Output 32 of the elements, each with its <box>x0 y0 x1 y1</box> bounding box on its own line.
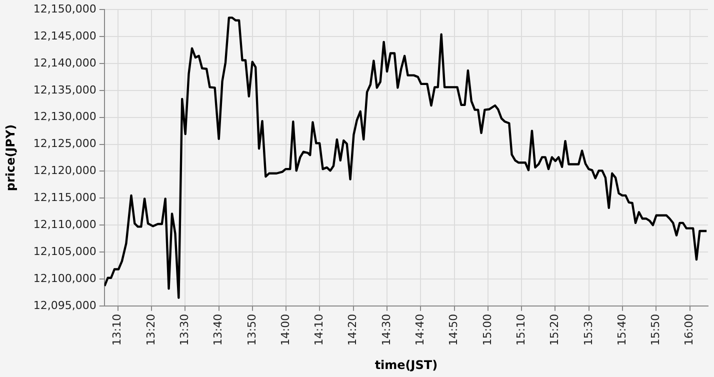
x-axis-title: time(JST) <box>374 358 438 372</box>
x-tick-label: 15:00 <box>480 314 494 346</box>
x-tick-label: 15:10 <box>514 314 528 346</box>
y-tick-label: 12,130,000 <box>33 110 96 124</box>
x-tick-label: 15:50 <box>649 314 662 346</box>
x-tick-label: 14:30 <box>380 314 393 346</box>
y-tick-label: 12,135,000 <box>33 83 96 96</box>
y-tick-label: 12,095,000 <box>33 298 96 312</box>
x-tick-label: 13:30 <box>178 314 191 346</box>
y-tick-label: 12,145,000 <box>33 29 96 42</box>
y-tick-label: 12,115,000 <box>33 191 96 204</box>
y-axis-title: price(JPY) <box>3 124 18 192</box>
x-tick-label: 13:40 <box>212 314 225 346</box>
x-tick-label: 15:20 <box>548 314 562 346</box>
x-tick-label: 14:00 <box>278 314 292 346</box>
y-tick-label: 12,100,000 <box>33 272 96 285</box>
x-tick-label: 15:30 <box>582 314 595 346</box>
x-tick-label: 16:00 <box>682 314 696 346</box>
y-tick-label: 12,125,000 <box>33 137 96 150</box>
y-tick-label: 12,105,000 <box>33 244 96 258</box>
y-tick-label: 12,110,000 <box>33 218 96 231</box>
x-tick-label: 14:50 <box>447 314 460 346</box>
y-tick-label: 12,140,000 <box>33 56 96 70</box>
x-tick-label: 14:40 <box>414 314 427 346</box>
x-tick-label: 14:20 <box>346 314 360 346</box>
x-tick-label: 14:10 <box>312 314 326 346</box>
y-tick-label: 12,120,000 <box>33 164 96 178</box>
x-tick-label: 13:50 <box>245 314 258 346</box>
x-tick-label: 15:40 <box>615 314 628 346</box>
y-tick-label: 12,150,000 <box>33 2 96 16</box>
x-tick-label: 13:20 <box>144 314 158 346</box>
x-tick-label: 13:10 <box>110 314 124 346</box>
